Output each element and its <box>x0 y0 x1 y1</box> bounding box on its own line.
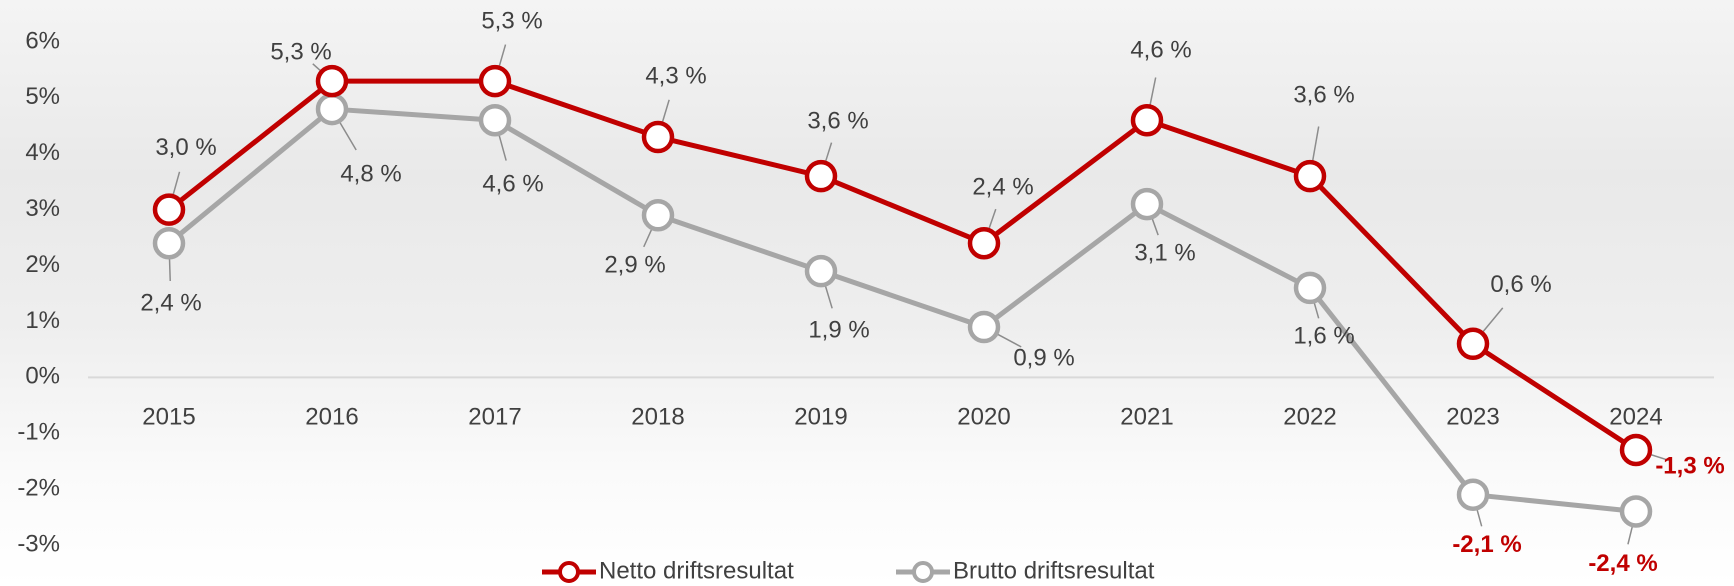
y-tick-label: 3% <box>25 195 60 222</box>
leader-line <box>825 286 832 309</box>
y-tick-label: 0% <box>25 363 60 390</box>
marker <box>644 201 672 229</box>
y-tick-label: -1% <box>17 419 60 446</box>
marker <box>1459 330 1487 358</box>
data-label: 5,3 % <box>481 7 542 34</box>
legend-marker <box>560 563 578 581</box>
x-tick-label: 2016 <box>305 403 358 430</box>
marker <box>1622 436 1650 464</box>
leader-line <box>173 172 180 195</box>
y-tick-label: 2% <box>25 251 60 278</box>
marker <box>481 106 509 134</box>
x-tick-label: 2015 <box>142 403 195 430</box>
marker <box>1459 481 1487 509</box>
y-tick-label: -2% <box>17 474 60 501</box>
leader-line <box>169 258 170 281</box>
leader-line <box>1477 509 1482 526</box>
chart: -3% -2% -1% 0% 1% 2% 3% 4% 5% 6% 2015 2016 2017 2018 2… <box>0 0 1734 586</box>
data-label: 3,1 % <box>1134 239 1195 266</box>
data-label: 1,9 % <box>808 316 869 343</box>
data-label: 2,9 % <box>604 252 665 279</box>
legend-item: Brutto driftsresultat <box>896 557 1155 584</box>
data-label: 4,6 % <box>482 171 543 198</box>
marker <box>1622 497 1650 525</box>
x-tick-label: 2021 <box>1120 403 1173 430</box>
leader-line <box>662 100 669 123</box>
leader-line <box>499 45 505 67</box>
y-tick-label: 4% <box>25 139 60 166</box>
x-tick-label: 2017 <box>468 403 521 430</box>
data-label: 4,6 % <box>1130 37 1191 64</box>
x-tick-label: 2018 <box>631 403 684 430</box>
data-label: 2,4 % <box>140 290 201 317</box>
legend-marker <box>914 563 932 581</box>
leader-line <box>1150 77 1156 105</box>
marker <box>970 229 998 257</box>
leader-line <box>1314 302 1319 318</box>
legend-label: Netto driftsresultat <box>599 557 794 584</box>
marker <box>1296 162 1324 190</box>
marker <box>155 196 183 224</box>
x-tick-label: 2019 <box>794 403 847 430</box>
data-label: 2,4 % <box>972 174 1033 201</box>
marker <box>807 257 835 285</box>
leader-line <box>340 122 357 150</box>
y-tick-label: -3% <box>17 530 60 557</box>
data-label: 3,6 % <box>807 107 868 134</box>
leader-line <box>1628 526 1632 544</box>
data-label: -2,1 % <box>1452 531 1521 558</box>
leader-line <box>499 135 506 161</box>
data-label: 5,3 % <box>270 38 331 65</box>
marker <box>1133 190 1161 218</box>
leader-line <box>1152 218 1158 235</box>
data-label: 3,6 % <box>1293 81 1354 108</box>
x-tick-label: 2024 <box>1609 403 1662 430</box>
marker <box>644 123 672 151</box>
y-tick-label: 6% <box>25 27 60 54</box>
data-label: 0,6 % <box>1490 271 1551 298</box>
marker <box>970 313 998 341</box>
y-tick-label: 5% <box>25 83 60 110</box>
marker <box>318 67 346 95</box>
data-label: 1,6 % <box>1293 322 1354 349</box>
legend-label: Brutto driftsresultat <box>953 557 1155 584</box>
legend-item: Netto driftsresultat <box>542 557 794 584</box>
marker <box>155 229 183 257</box>
data-label: -1,3 % <box>1655 452 1724 479</box>
leader-line <box>989 209 996 229</box>
y-tick-label: 1% <box>25 307 60 334</box>
marker <box>481 67 509 95</box>
data-label: 3,0 % <box>155 134 216 161</box>
leader-line <box>826 143 832 162</box>
x-tick-label: 2022 <box>1283 403 1336 430</box>
x-tick-label: 2023 <box>1446 403 1499 430</box>
leader-line <box>1483 308 1503 332</box>
marker <box>807 162 835 190</box>
data-label: 4,3 % <box>645 62 706 89</box>
leader-line <box>1313 127 1319 162</box>
leader-line <box>644 229 652 247</box>
data-label: -2,4 % <box>1588 550 1657 577</box>
data-label: 0,9 % <box>1013 344 1074 371</box>
series-line <box>169 81 1636 450</box>
x-tick-label: 2020 <box>957 403 1010 430</box>
marker <box>1133 106 1161 134</box>
data-label: 4,8 % <box>340 160 401 187</box>
marker <box>1296 274 1324 302</box>
marker <box>318 95 346 123</box>
